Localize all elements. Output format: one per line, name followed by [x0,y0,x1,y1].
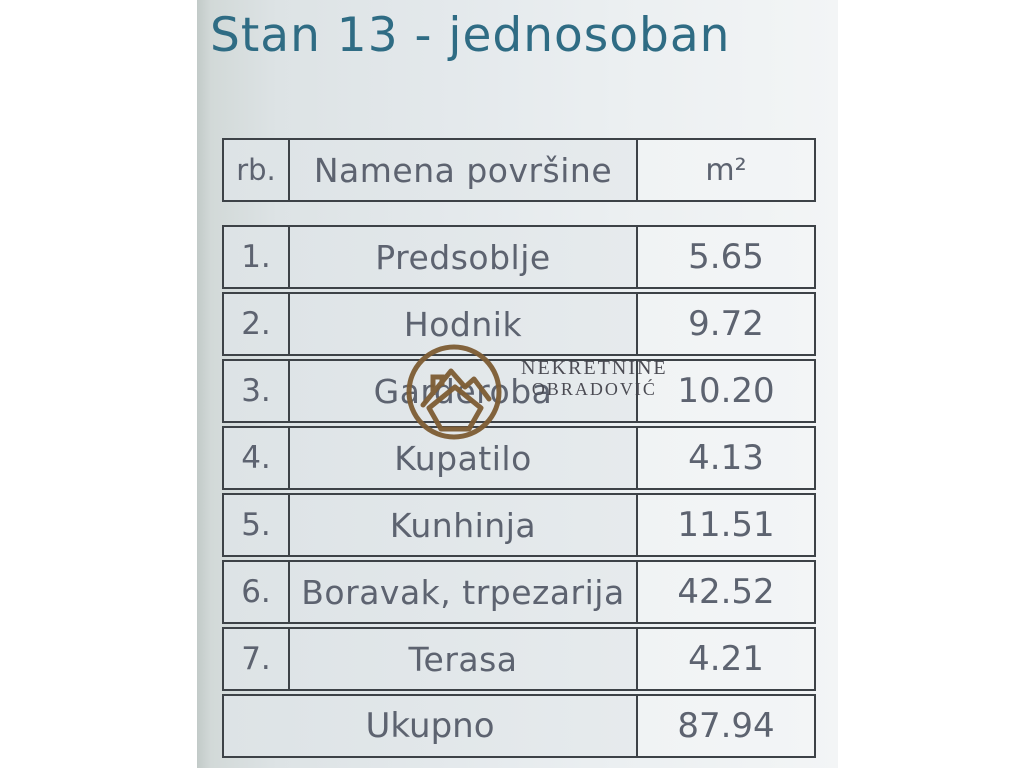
watermark-line2: OBRADOVIĆ [531,379,657,399]
cell-num: 5. [224,495,290,555]
table-row: 4. Kupatilo 4.13 [222,426,816,490]
cell-num: 1. [224,227,290,287]
area-table: rb. Namena površine m² 1. Predsoblje 5.6… [222,138,816,761]
watermark-line1: NEKRETNINE [521,357,668,379]
table-header-row: rb. Namena površine m² [222,138,816,202]
header-cell-area: m² [638,140,814,200]
cell-area: 5.65 [638,227,814,287]
cell-area: 11.51 [638,495,814,555]
total-row: Ukupno 87.94 [222,694,816,758]
cell-num: 7. [224,629,290,689]
cell-num: 2. [224,294,290,354]
table-row: 6. Boravak, trpezarija 42.52 [222,560,816,624]
watermark-text: NEKRETNINE OBRADOVIĆ [521,357,668,400]
cell-name: Terasa [290,629,638,689]
table-row: 7. Terasa 4.21 [222,627,816,691]
cell-area: 9.72 [638,294,814,354]
cell-area: 4.13 [638,428,814,488]
cell-name: Kunhinja [290,495,638,555]
cell-name: Hodnik [290,294,638,354]
cell-num: 4. [224,428,290,488]
table-row: 3. Garderoba 10.20 [222,359,816,423]
cell-num: 6. [224,562,290,622]
watermark: NEKRETNINE OBRADOVIĆ [403,341,703,443]
cell-name: Predsoblje [290,227,638,287]
table-row: 5. Kunhinja 11.51 [222,493,816,557]
cell-name: Boravak, trpezarija [290,562,638,622]
header-cell-num: rb. [224,140,290,200]
house-logo-icon [406,344,502,440]
total-value: 87.94 [638,696,814,756]
header-cell-name: Namena površine [290,140,638,200]
page-title: Stan 13 - jednosoban [210,8,731,63]
table-row: 2. Hodnik 9.72 [222,292,816,356]
cell-area: 4.21 [638,629,814,689]
table-row: 1. Predsoblje 5.65 [222,225,816,289]
cell-name: Kupatilo [290,428,638,488]
cell-area: 42.52 [638,562,814,622]
total-label: Ukupno [224,696,638,756]
cell-area: 10.20 [638,361,814,421]
cell-num: 3. [224,361,290,421]
